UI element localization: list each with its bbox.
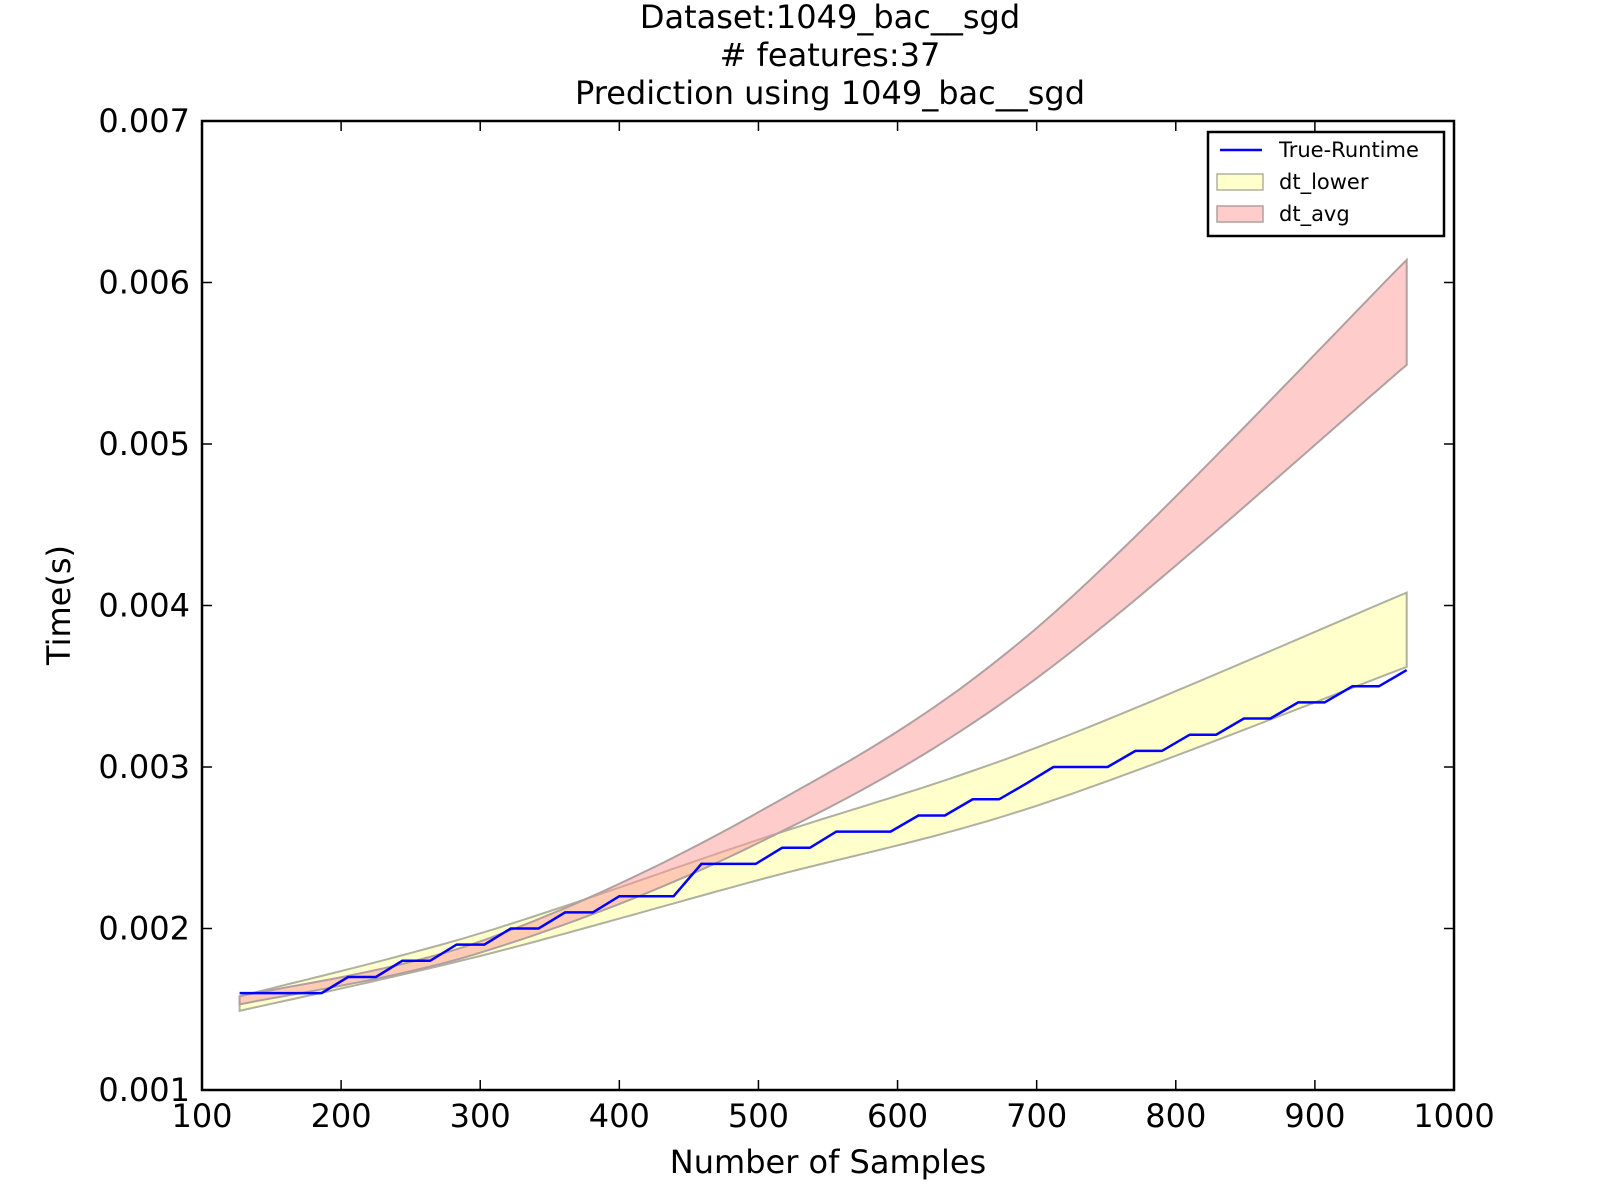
legend-dt-lower-swatch [1216,173,1264,191]
x-axis-label: Number of Samples [670,1143,986,1181]
y-tick-label: 0.006 [98,264,190,302]
runtime-lines [239,669,1408,995]
x-tick-label: 900 [1284,1097,1345,1135]
prediction-bands [238,257,1408,1013]
x-tick-label: 300 [450,1097,511,1135]
legend-label-dt-lower: dt_lower [1279,170,1369,195]
x-tick-label: 100 [171,1097,232,1135]
x-tick-label: 800 [1145,1097,1206,1135]
legend-label-true-runtime: True-Runtime [1278,138,1419,162]
y-tick-label: 0.001 [98,1071,190,1109]
plot-frame [200,119,1456,1092]
chart-title-line-1: Dataset:1049_bac__sgd [639,0,1021,36]
dt-lower-band [238,591,1408,1013]
legend-label-dt-avg: dt_avg [1279,202,1350,227]
x-tick-label: 400 [589,1097,650,1135]
chart-title-line-3: Prediction using 1049_bac__sgd [575,74,1085,112]
y-tick-labels: 0.001 0.002 0.003 0.004 0.005 0.006 0.007 [98,102,190,1109]
y-tick-label: 0.003 [98,748,190,786]
y-tick-label: 0.004 [98,587,190,625]
y-tick-label: 0.007 [98,102,190,140]
y-axis-label: Time(s) [40,545,78,666]
legend: True-Runtime dt_lower dt_avg [1206,130,1446,238]
dt-avg-band [238,257,1408,1006]
x-tick-label: 1000 [1413,1097,1494,1135]
chart-title-line-2: # features:37 [719,36,941,74]
x-tick-label: 500 [728,1097,789,1135]
legend-dt-avg-swatch [1216,205,1264,223]
true-runtime-line [239,669,1408,995]
x-tick-label: 700 [1006,1097,1067,1135]
x-tick-label: 600 [867,1097,928,1135]
axis-ticks [201,120,1455,1091]
y-tick-label: 0.005 [98,425,190,463]
x-tick-label: 200 [311,1097,372,1135]
x-tick-labels: 100 200 300 400 500 600 700 800 900 1000 [171,1097,1494,1135]
y-tick-label: 0.002 [98,910,190,948]
